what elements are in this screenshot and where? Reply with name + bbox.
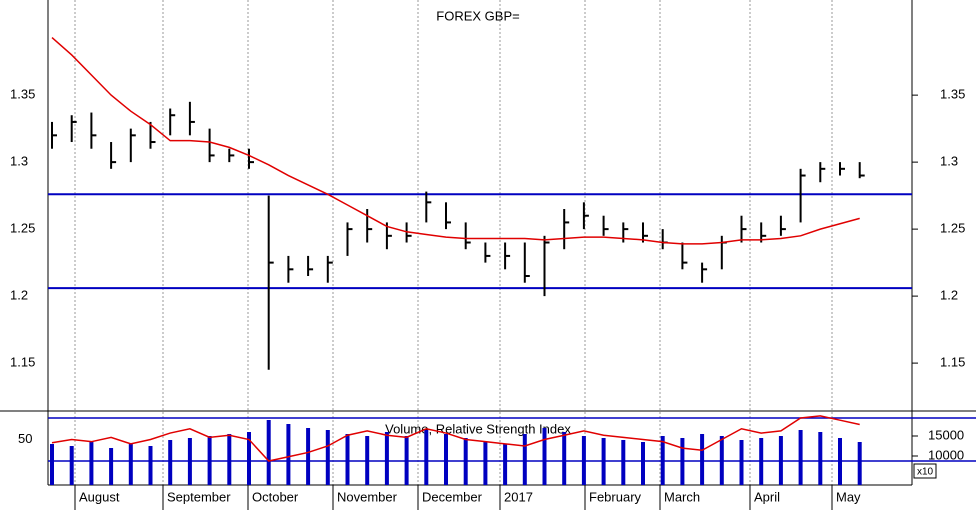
volume-bar (286, 424, 291, 485)
volume-bar (227, 434, 232, 485)
y-tick-label-right: 1.3 (940, 154, 958, 169)
volume-bar (522, 434, 527, 485)
volume-bar (798, 430, 803, 485)
volume-bar (266, 420, 271, 485)
x-tick-label: October (252, 489, 299, 504)
x-tick-label: March (664, 489, 700, 504)
volume-bar (109, 448, 114, 485)
x-tick-label: February (589, 489, 642, 504)
y-tick-label-right: 1.35 (940, 87, 965, 102)
unit-label: x10 (917, 467, 934, 478)
volume-bar (621, 440, 626, 485)
y-tick-label-right: 1.15 (940, 355, 965, 370)
x-tick-label: May (836, 489, 861, 504)
y-tick-label-right: 1.2 (940, 288, 958, 303)
y-tick-label: 50 (18, 431, 32, 446)
volume-bar (503, 444, 508, 485)
x-tick-label: December (422, 489, 483, 504)
x-tick-label: August (79, 489, 120, 504)
volume-bar (424, 430, 429, 485)
chart-title: FOREX GBP= (436, 8, 519, 23)
volume-bar (739, 440, 744, 485)
volume-bar (306, 428, 311, 485)
y2-tick-label: 10000 (928, 447, 964, 462)
x-tick-label: September (167, 489, 231, 504)
volume-bar (325, 430, 330, 485)
y-tick-label: 1.35 (10, 87, 35, 102)
volume-bar (857, 442, 862, 485)
unit-box (913, 463, 937, 479)
x-tick-label: April (754, 489, 780, 504)
volume-bar (168, 440, 173, 485)
volume-bar (247, 432, 251, 485)
rsi-line (51, 415, 860, 462)
x-tick-label: November (337, 489, 398, 504)
volume-bar (818, 432, 823, 485)
y-tick-label: 1.2 (10, 288, 28, 303)
x-tick-label: 2017 (504, 489, 533, 504)
volume-bar (345, 434, 350, 485)
y2-tick-label: 15000 (928, 427, 964, 442)
volume-bar (700, 434, 705, 485)
panel-title: Volume, Relative Strength Index (385, 421, 571, 436)
y-tick-label: 1.25 (10, 221, 35, 236)
volume-bar (562, 432, 567, 485)
moving-average (51, 36, 860, 245)
volume-bar (50, 444, 54, 485)
volume-bar (483, 442, 488, 485)
volume-bar (128, 444, 133, 485)
volume-bar (148, 446, 153, 485)
volume-bar (444, 434, 448, 485)
y-tick-label: 1.15 (10, 355, 35, 370)
volume-bar (89, 442, 94, 485)
volume-bar (641, 442, 645, 485)
y-tick-label-right: 1.25 (940, 221, 965, 236)
volume-bar (542, 428, 547, 485)
volume-bar (384, 432, 389, 485)
volume-bar (69, 446, 74, 485)
y-tick-label: 1.3 (10, 154, 28, 169)
